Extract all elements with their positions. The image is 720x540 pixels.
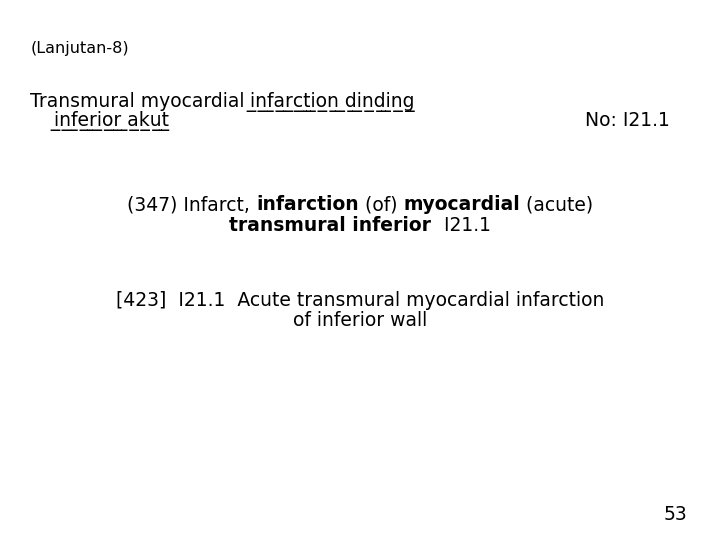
Text: (Lanjutan-8): (Lanjutan-8) [30,40,129,56]
Text: [423]  I21.1  Acute transmural myocardial infarction: [423] I21.1 Acute transmural myocardial … [116,291,604,309]
Text: I21.1: I21.1 [431,216,490,235]
Text: transmural inferior: transmural inferior [230,216,431,235]
Text: Transmural myocardial: Transmural myocardial [30,92,251,111]
Text: i̲n̲f̲a̲r̲c̲t̲i̲o̲n̲ ̲d̲i̲n̲d̲i̲n̲g̲: i̲n̲f̲a̲r̲c̲t̲i̲o̲n̲ ̲d̲i̲n̲d̲i̲n̲g̲ [251,92,415,112]
Text: of inferior wall: of inferior wall [293,310,427,329]
Text: infarction: infarction [256,195,359,214]
Text: (acute): (acute) [520,195,593,214]
Text: 53: 53 [664,505,688,524]
Text: (347) Infarct,: (347) Infarct, [127,195,256,214]
Text: (of): (of) [359,195,403,214]
Text: myocardial: myocardial [403,195,520,214]
Text: No: I21.1: No: I21.1 [585,111,670,130]
Text: i̲n̲f̲e̲r̲i̲o̲r̲ ̲a̲k̲u̲t̲: i̲n̲f̲e̲r̲i̲o̲r̲ ̲a̲k̲u̲t̲ [54,111,169,131]
